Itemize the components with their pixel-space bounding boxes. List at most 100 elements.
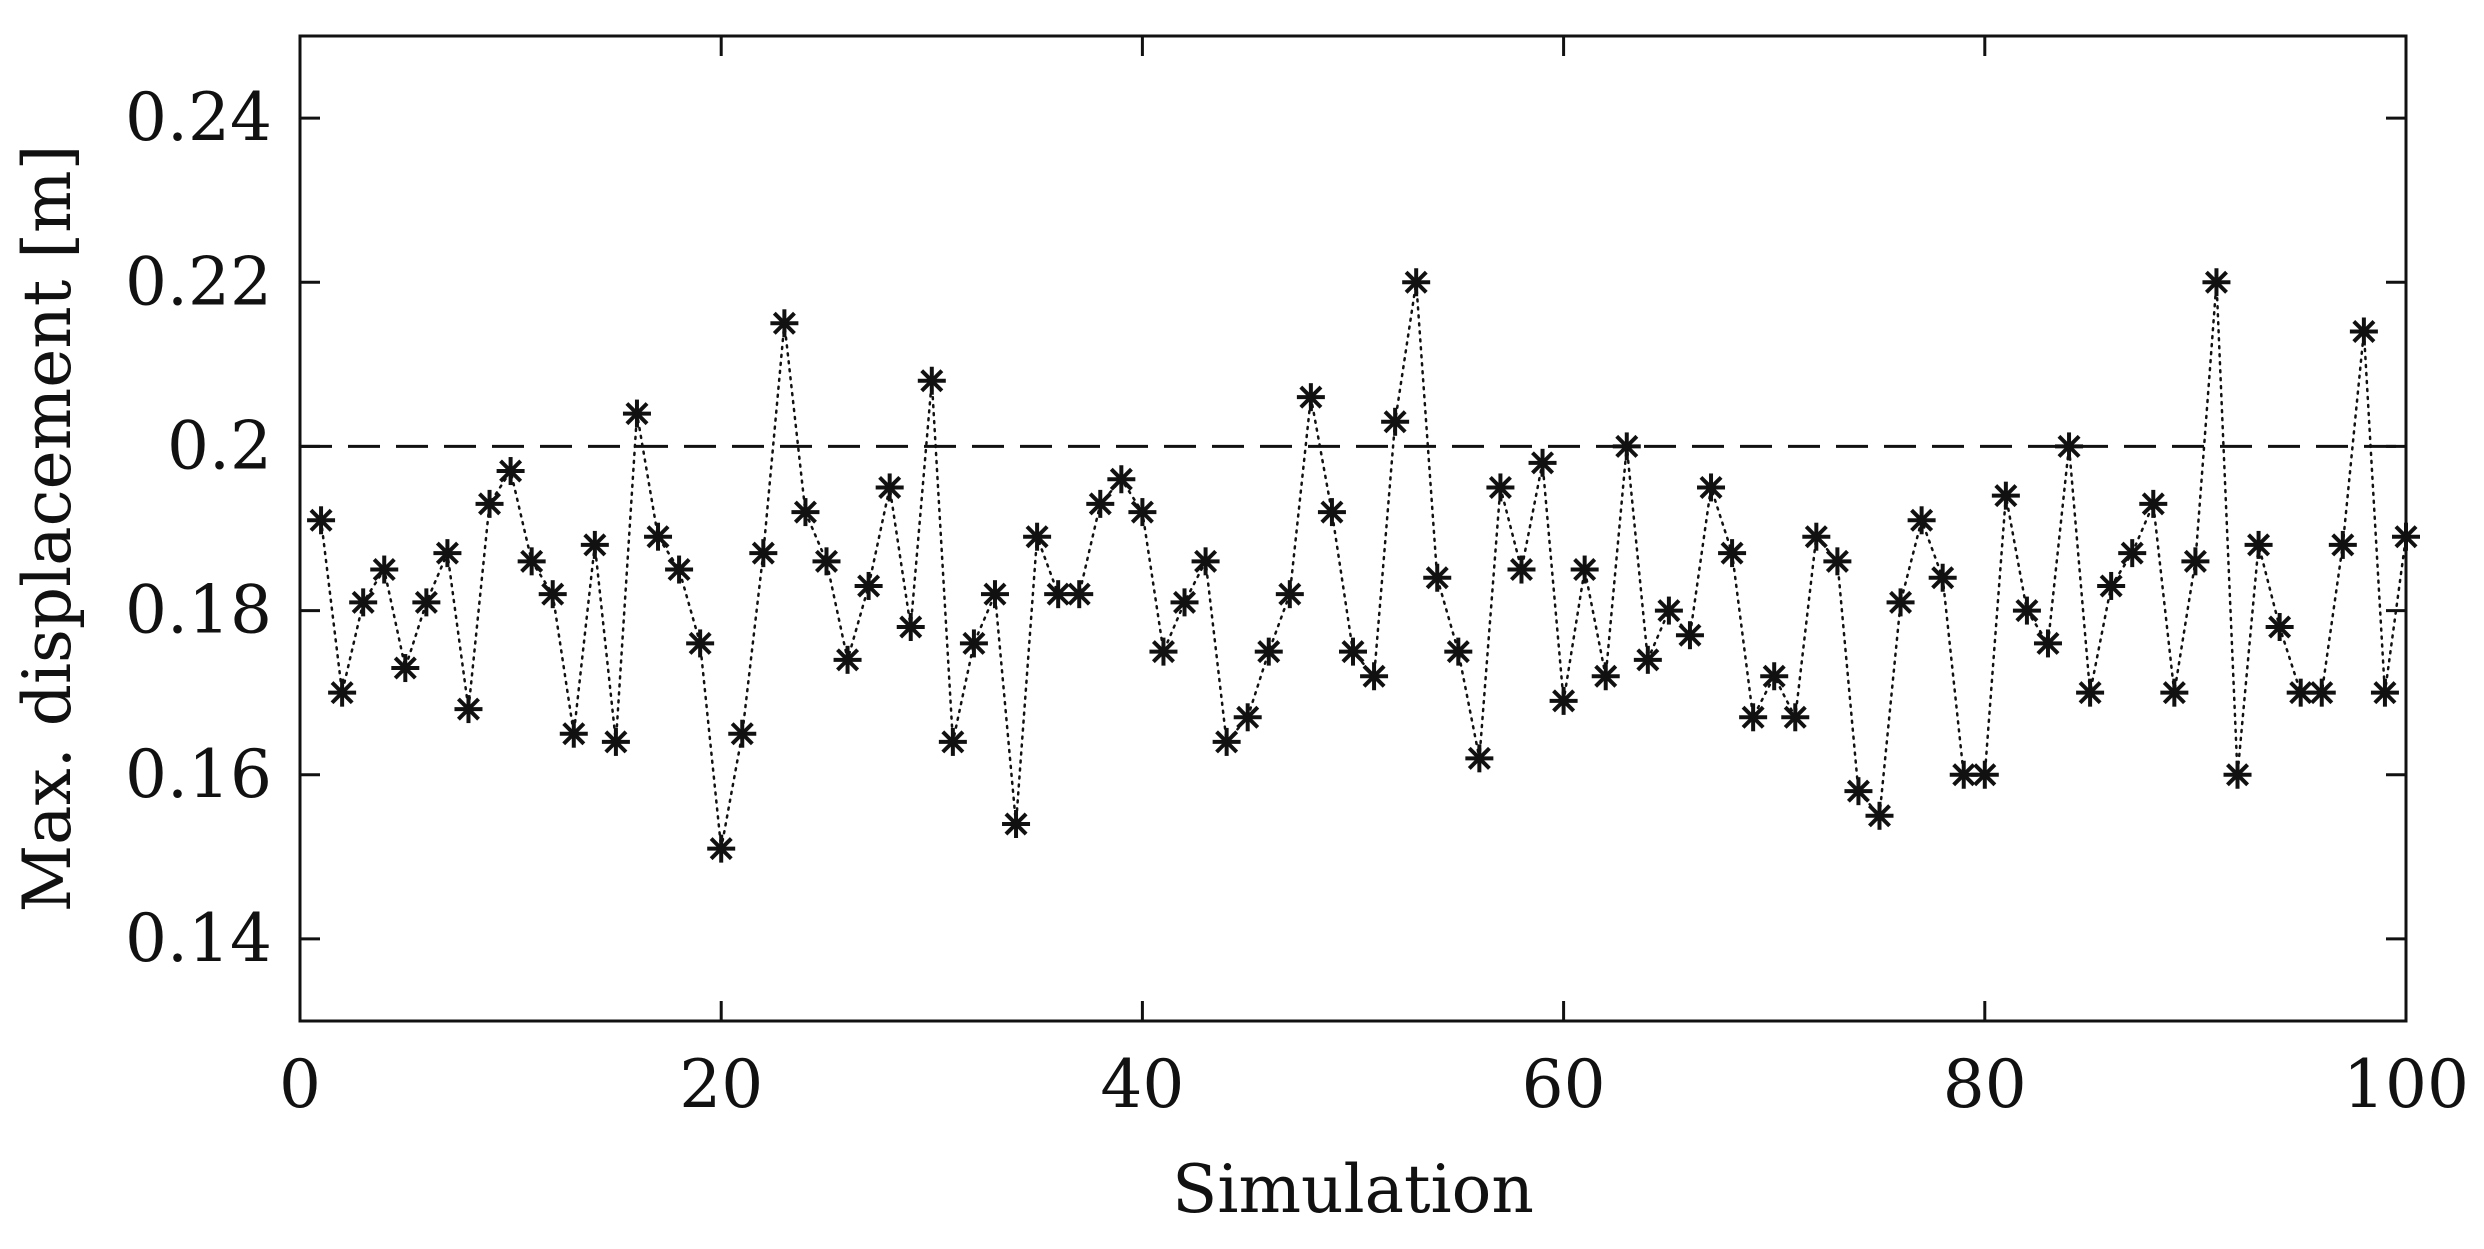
data-point xyxy=(1002,810,1031,838)
data-point xyxy=(2118,539,2147,568)
data-point xyxy=(2033,629,2062,658)
y-tick-label: 0.24 xyxy=(125,79,272,156)
data-point xyxy=(1086,489,1115,518)
data-point xyxy=(749,539,778,568)
data-point xyxy=(1739,703,1768,732)
x-axis-title: Simulation xyxy=(1172,1151,1534,1228)
data-point xyxy=(707,834,736,863)
data-point xyxy=(2223,760,2252,789)
x-tick-label: 60 xyxy=(1522,1046,1606,1123)
x-tick-label: 40 xyxy=(1100,1046,1184,1123)
data-point xyxy=(1928,563,1957,592)
data-point xyxy=(1233,703,1262,732)
y-tick-label: 0.16 xyxy=(125,736,272,813)
data-point xyxy=(1065,580,1094,609)
data-point xyxy=(2244,530,2273,559)
data-point xyxy=(1718,539,1747,568)
data-point xyxy=(1360,662,1389,691)
data-point xyxy=(686,629,715,658)
data-point xyxy=(328,678,357,707)
data-point xyxy=(391,654,420,683)
plot-area: 0 20 40 60 80 100 0.14 0.16 0.18 0.2 0.22 0.24 xyxy=(125,34,2469,1123)
y-tick-label: 0.22 xyxy=(125,243,272,320)
data-point xyxy=(959,629,988,658)
data-point xyxy=(1423,563,1452,592)
data-point xyxy=(622,399,651,428)
y-axis-title: Max. displacement [m] xyxy=(9,145,86,913)
data-point xyxy=(1549,686,1578,715)
data-point xyxy=(917,366,946,395)
data-point xyxy=(412,588,441,617)
data-point xyxy=(1591,662,1620,691)
data-point xyxy=(454,695,483,724)
data-point xyxy=(2139,489,2168,518)
data-point xyxy=(2055,432,2084,461)
data-point xyxy=(896,613,925,641)
data-point xyxy=(980,580,1009,609)
data-point xyxy=(1254,637,1283,666)
data-point xyxy=(2392,522,2420,551)
data-point xyxy=(580,530,609,559)
data-point xyxy=(1844,777,1873,806)
data-point xyxy=(833,645,862,674)
data-point xyxy=(1970,760,1999,789)
y-tick-label: 0.18 xyxy=(125,572,272,649)
data-point xyxy=(1802,522,1831,551)
data-point xyxy=(1633,645,1662,674)
data-point xyxy=(791,498,820,527)
data-point xyxy=(644,522,673,551)
data-point xyxy=(2097,571,2126,600)
data-point xyxy=(1654,596,1683,625)
x-tick-label: 100 xyxy=(2343,1046,2469,1123)
plot-frame xyxy=(298,34,2408,1023)
data-point xyxy=(1781,703,1810,732)
data-point xyxy=(938,727,967,756)
data-point xyxy=(1149,637,1178,666)
data-point xyxy=(770,309,799,338)
data-point xyxy=(2349,317,2378,346)
data-point xyxy=(601,727,630,756)
data-point xyxy=(1128,498,1157,527)
data-point xyxy=(665,555,694,584)
data-point xyxy=(1486,473,1515,502)
data-point xyxy=(1212,727,1241,756)
data-point xyxy=(2160,678,2189,707)
y-tick-label: 0.14 xyxy=(125,900,272,977)
data-point xyxy=(875,473,904,502)
data-point xyxy=(1570,555,1599,584)
data-point xyxy=(2307,678,2336,707)
data-point xyxy=(1191,547,1220,576)
data-point xyxy=(1823,547,1852,576)
data-point xyxy=(1402,268,1431,297)
data-point xyxy=(2012,596,2041,625)
data-point xyxy=(307,506,336,535)
data-point xyxy=(1528,448,1557,477)
data-point xyxy=(2328,530,2357,559)
data-point xyxy=(1444,637,1473,666)
x-tick-label: 0 xyxy=(279,1046,321,1123)
x-tick-label: 80 xyxy=(1943,1046,2027,1123)
data-point xyxy=(1907,506,1936,535)
data-point xyxy=(475,489,504,518)
data-point xyxy=(2265,613,2294,641)
data-point xyxy=(1760,662,1789,691)
data-point xyxy=(812,547,841,576)
data-point xyxy=(1170,588,1199,617)
x-tick-label: 20 xyxy=(679,1046,763,1123)
data-point xyxy=(496,457,525,486)
data-point xyxy=(1697,473,1726,502)
data-point xyxy=(1886,588,1915,617)
data-point xyxy=(1465,744,1494,773)
data-point xyxy=(1317,498,1346,527)
data-point xyxy=(2370,678,2399,707)
data-point xyxy=(1296,383,1325,412)
data-point xyxy=(1865,801,1894,830)
data-point xyxy=(2181,547,2210,576)
data-point xyxy=(1023,522,1052,551)
data-point xyxy=(349,588,378,617)
data-point xyxy=(1339,637,1367,666)
data-point xyxy=(1381,407,1410,436)
data-point xyxy=(2076,678,2105,707)
data-point xyxy=(1612,432,1641,461)
data-point xyxy=(559,719,588,748)
